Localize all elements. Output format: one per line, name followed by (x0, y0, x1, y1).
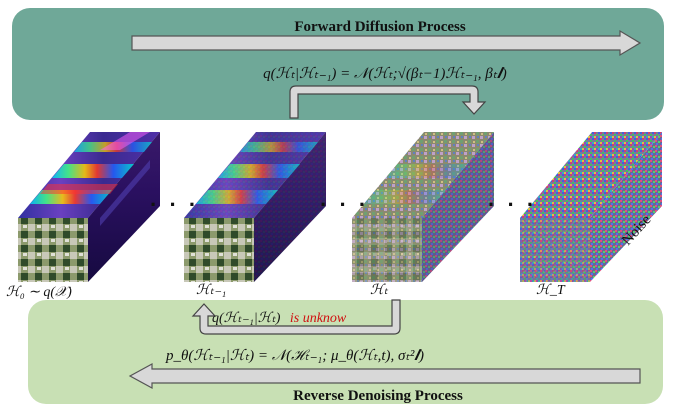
ellipsis-3: · · · (488, 192, 537, 217)
cube-ht-1 (184, 132, 326, 282)
stage-label-ht-1: ℋₜ₋₁ (196, 283, 226, 298)
stage-label-hT: ℋ_T (536, 283, 566, 298)
svg-text:q(ℋₜ₋₁|ℋₜ) is unknow: q(ℋₜ₋₁|ℋₜ) is unknow (212, 311, 347, 326)
forward-equation: q(ℋₜ|ℋₜ₋₁) = 𝒩(ℋₜ;√(βₜ−1)ℋₜ₋₁, βₜ𝑰) (263, 66, 507, 82)
reverse-title: Reverse Denoising Process (293, 388, 463, 404)
forward-title: Forward Diffusion Process (294, 19, 466, 35)
ellipsis-2: · · · (320, 192, 369, 217)
reverse-arrow (128, 362, 641, 390)
posterior-note: is unknow (290, 311, 347, 326)
cube-ht (352, 132, 494, 282)
posterior-expression: q(ℋₜ₋₁|ℋₜ) (212, 311, 281, 326)
ellipsis-1: · · · (150, 192, 199, 217)
reverse-equation: p_θ(ℋₜ₋₁|ℋₜ) = 𝒩(ℋₜ₋₁; μ_θ(ℋₜ,t), σₜ²𝑰) (165, 348, 424, 364)
cube-hT (520, 132, 662, 282)
stage-label-h0: ℋ₀ ∼ q(𝒳) (6, 285, 72, 300)
cube-h0 (18, 132, 160, 282)
forward-arrow (131, 29, 642, 57)
reverse-loop-arrow (191, 299, 401, 335)
forward-loop-arrow (289, 85, 487, 119)
reverse-posterior: q(ℋₜ₋₁|ℋₜ) is unknow (212, 311, 347, 326)
stage-label-ht: ℋₜ (370, 283, 389, 298)
